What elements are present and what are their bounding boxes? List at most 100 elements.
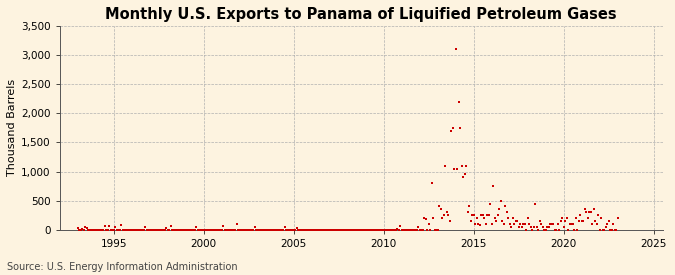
Point (270, 228, 281, 232)
Point (593, 213, 603, 218)
Point (437, 216, 448, 220)
Point (573, 219, 584, 223)
Point (414, 228, 425, 232)
Point (558, 225, 569, 229)
Point (87, 228, 98, 232)
Y-axis label: Thousand Barrels: Thousand Barrels (7, 79, 17, 176)
Point (356, 228, 367, 232)
Point (296, 228, 306, 232)
Point (492, 213, 503, 218)
Point (185, 228, 196, 232)
Point (444, 219, 455, 223)
Point (395, 224, 406, 229)
Point (140, 225, 151, 229)
Point (249, 225, 260, 230)
Point (228, 228, 239, 232)
Point (402, 228, 413, 232)
Point (288, 228, 299, 232)
Point (198, 228, 209, 232)
Point (440, 164, 451, 168)
Point (423, 222, 434, 226)
Point (364, 228, 375, 232)
Point (563, 228, 574, 232)
Point (126, 228, 137, 232)
Point (186, 228, 197, 232)
Point (481, 222, 491, 226)
Point (332, 228, 343, 232)
Point (155, 228, 165, 232)
Point (248, 228, 259, 232)
Point (384, 228, 395, 232)
Point (530, 201, 541, 206)
Point (84, 228, 95, 232)
Point (170, 228, 181, 232)
Point (263, 228, 273, 232)
Point (167, 228, 178, 232)
Point (367, 228, 377, 232)
Point (450, 47, 461, 51)
Point (239, 228, 250, 232)
Point (556, 219, 566, 223)
Point (363, 228, 374, 232)
Point (340, 228, 350, 232)
Point (245, 228, 256, 232)
Point (452, 166, 462, 171)
Point (585, 210, 596, 214)
Point (174, 228, 185, 232)
Point (122, 228, 133, 232)
Point (422, 228, 433, 232)
Point (602, 222, 613, 226)
Point (482, 213, 493, 218)
Point (233, 228, 244, 232)
Point (200, 228, 211, 232)
Point (302, 228, 313, 232)
Point (141, 228, 152, 232)
Point (178, 228, 188, 232)
Point (522, 216, 533, 220)
Point (297, 228, 308, 232)
Point (234, 228, 245, 232)
Point (562, 216, 572, 220)
Point (74, 228, 84, 232)
Point (251, 228, 262, 232)
Point (512, 219, 522, 223)
Point (269, 228, 279, 232)
Point (564, 222, 575, 226)
Point (184, 228, 194, 232)
Point (410, 228, 421, 232)
Point (371, 228, 381, 232)
Point (524, 222, 535, 226)
Point (495, 199, 506, 203)
Point (421, 217, 431, 221)
Point (549, 228, 560, 232)
Point (465, 219, 476, 223)
Point (470, 222, 481, 226)
Point (326, 228, 337, 232)
Point (217, 228, 227, 232)
Point (222, 228, 233, 232)
Point (256, 228, 267, 232)
Point (443, 213, 454, 218)
Point (176, 228, 187, 232)
Point (218, 224, 229, 229)
Point (119, 228, 130, 232)
Point (594, 228, 605, 232)
Point (506, 225, 516, 229)
Point (125, 228, 136, 232)
Point (441, 210, 452, 214)
Point (134, 228, 144, 232)
Point (110, 225, 121, 230)
Point (164, 228, 175, 232)
Point (485, 201, 495, 206)
Point (567, 222, 578, 226)
Point (579, 207, 590, 211)
Point (560, 219, 570, 223)
Point (104, 224, 115, 229)
Point (599, 228, 610, 232)
Point (215, 228, 225, 232)
Point (107, 228, 117, 232)
Point (146, 228, 157, 232)
Point (180, 228, 191, 232)
Point (548, 222, 559, 226)
Point (152, 228, 163, 232)
